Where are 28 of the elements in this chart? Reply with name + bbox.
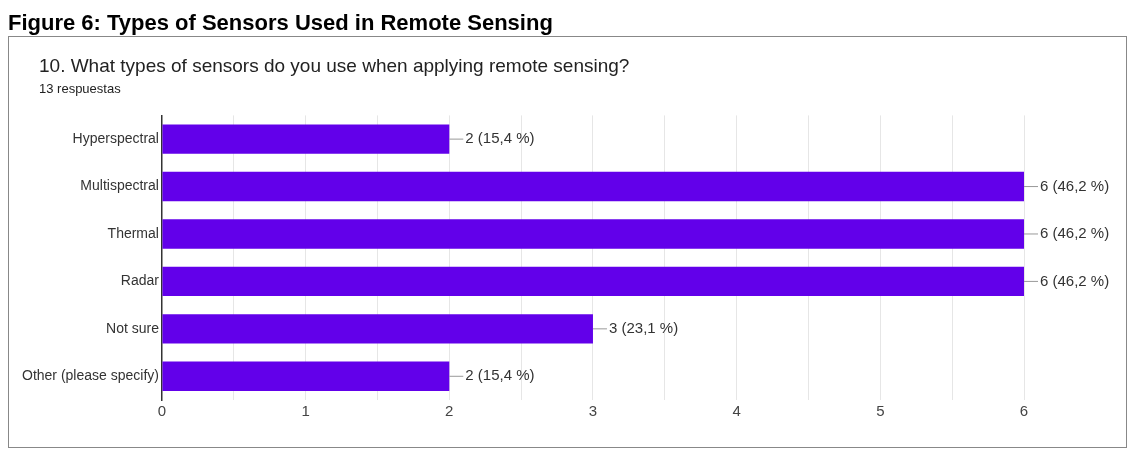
chart-title: Figure 6: Types of Sensors Used in Remote Sensing xyxy=(8,10,554,36)
bar xyxy=(162,361,450,391)
bar xyxy=(162,219,1024,249)
y-tick-label: Multispectral xyxy=(80,177,159,194)
x-tick-label: 4 xyxy=(732,402,741,420)
chart-subtitle: 10. What types of sensors do you use when applying remote sensing? xyxy=(39,55,631,77)
text: 13 respuestas xyxy=(39,81,122,96)
data-label: 3 (23,1 %) xyxy=(608,318,679,336)
y-tick-label: Not sure xyxy=(106,319,160,336)
x-tick-label: 0 xyxy=(157,402,167,420)
x-tick-label: 2 xyxy=(445,402,454,420)
bar xyxy=(162,124,450,154)
y-tick-label: Radar xyxy=(120,272,160,289)
data-label: 6 (46,2 %) xyxy=(1040,271,1110,289)
bar xyxy=(162,314,593,344)
x-tick-label: 5 xyxy=(876,402,885,420)
y-tick-label: Thermal xyxy=(107,224,159,241)
x-tick-label: 3 xyxy=(588,402,598,420)
data-label: 2 (15,4 %) xyxy=(465,366,535,384)
data-label: 2 (15,4 %) xyxy=(465,129,535,147)
y-tick-label: Hyperspectral xyxy=(72,129,159,146)
data-label: 6 (46,2 %) xyxy=(1040,224,1110,242)
bar xyxy=(162,171,1024,202)
data-label: 6 (46,2 %) xyxy=(1040,176,1110,194)
x-tick-label: 6 xyxy=(1019,402,1029,420)
bar xyxy=(162,266,1024,297)
x-tick-label: 1 xyxy=(301,402,310,420)
y-tick-label: Other (please specify) xyxy=(21,367,159,384)
